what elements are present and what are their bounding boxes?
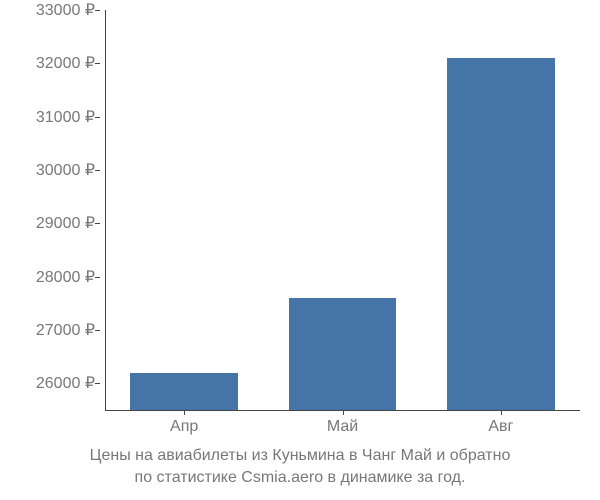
y-tick-mark — [95, 63, 100, 64]
x-tick-mark — [184, 410, 185, 415]
bars-group — [105, 10, 580, 410]
x-tick-label: Май — [327, 418, 358, 436]
y-tick-mark — [95, 170, 100, 171]
y-tick-label: 27000 ₽ — [36, 320, 95, 340]
x-tick-label: Апр — [170, 418, 198, 436]
caption-line-2: по статистике Csmia.aero в динамике за г… — [0, 467, 600, 489]
y-tick-label: 28000 ₽ — [36, 267, 95, 287]
bar — [289, 298, 397, 410]
x-axis-labels: Апр Май Авг — [105, 414, 580, 439]
y-tick-label: 30000 ₽ — [36, 160, 95, 180]
y-tick-label: 29000 ₽ — [36, 213, 95, 233]
y-tick-label: 32000 ₽ — [36, 53, 95, 73]
x-tick-mark — [501, 410, 502, 415]
y-tick-label: 26000 ₽ — [36, 373, 95, 393]
y-tick-label: 33000 ₽ — [36, 0, 95, 20]
price-chart: 26000 ₽ 27000 ₽ 28000 ₽ 29000 ₽ 30000 ₽ 31000… — [0, 0, 600, 500]
plot-area — [105, 10, 580, 410]
caption-line-1: Цены на авиабилеты из Куньмина в Чанг Ма… — [0, 445, 600, 467]
bar — [447, 58, 555, 410]
y-tick-label: 31000 ₽ — [36, 107, 95, 127]
y-tick-mark — [95, 117, 100, 118]
bar — [130, 373, 238, 410]
y-tick-mark — [95, 223, 100, 224]
y-axis-labels: 26000 ₽ 27000 ₽ 28000 ₽ 29000 ₽ 30000 ₽ 31000… — [0, 10, 100, 410]
y-tick-mark — [95, 277, 100, 278]
y-tick-mark — [95, 383, 100, 384]
chart-caption: Цены на авиабилеты из Куньмина в Чанг Ма… — [0, 445, 600, 490]
y-tick-mark — [95, 10, 100, 11]
y-tick-mark — [95, 330, 100, 331]
x-tick-mark — [343, 410, 344, 415]
x-tick-label: Авг — [488, 418, 513, 436]
